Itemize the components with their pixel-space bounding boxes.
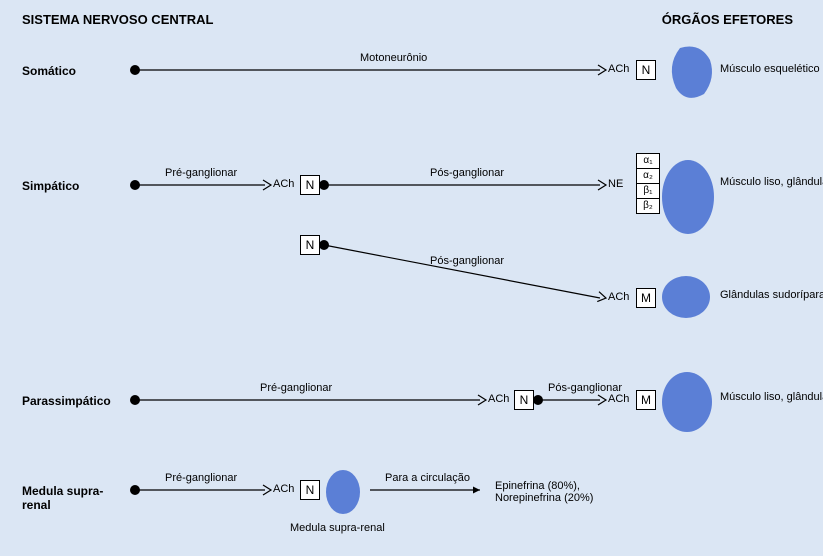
receptor-m-parasymp: M bbox=[636, 390, 656, 410]
receptor-n-parasymp: N bbox=[514, 390, 534, 410]
label-to-circulation: Para a circulação bbox=[385, 472, 470, 484]
effector-skeletal: Músculo esquelético bbox=[720, 62, 823, 76]
receptor-n-somatic: N bbox=[636, 60, 656, 80]
receptor-n-adrenal: N bbox=[300, 480, 320, 500]
effector-smooth-symp: Músculo liso, glândulas bbox=[720, 175, 823, 189]
label-motoneuron: Motoneurônio bbox=[360, 52, 427, 64]
effector-sweat: Glândulas sudoríparas* bbox=[720, 288, 823, 302]
label-adrenal-organ: Medula supra-renal bbox=[290, 522, 385, 534]
label-ne-symp: NE bbox=[608, 178, 623, 190]
label-ach-somatic: ACh bbox=[608, 63, 629, 75]
label-ach-adrenal: ACh bbox=[273, 483, 294, 495]
row-label-somatic: Somático bbox=[22, 64, 76, 78]
header-right: ÓRGÃOS EFETORES bbox=[662, 12, 793, 27]
label-pre-parasymp: Pré-ganglionar bbox=[260, 382, 332, 394]
label-post-symp: Pós-ganglionar bbox=[430, 167, 504, 179]
receptor-m-sweat: M bbox=[636, 288, 656, 308]
effector-smooth-parasymp: Músculo liso, glândulas bbox=[720, 390, 823, 404]
receptor-stack-adrenergic: α₁α₂β₁β₂ bbox=[636, 153, 660, 213]
label-ach-symp-pre: ACh bbox=[273, 178, 294, 190]
row-label-sympathetic: Simpático bbox=[22, 179, 79, 193]
label-epinephrine-release: Epinefrina (80%), Norepinefrina (20%) bbox=[495, 480, 593, 504]
receptor-n-symp-branch: N bbox=[300, 235, 320, 255]
row-label-adrenal: Medula supra-renal bbox=[22, 484, 132, 512]
header-left: SISTEMA NERVOSO CENTRAL bbox=[22, 12, 213, 27]
label-pre-adrenal: Pré-ganglionar bbox=[165, 472, 237, 484]
receptor-n-symp-pre: N bbox=[300, 175, 320, 195]
label-pre-symp: Pré-ganglionar bbox=[165, 167, 237, 179]
row-label-parasymp: Parassimpático bbox=[22, 394, 111, 408]
label-ach-parasymp-post: ACh bbox=[608, 393, 629, 405]
label-ach-parasymp-pre: ACh bbox=[488, 393, 509, 405]
label-post-symp-sweat: Pós-ganglionar bbox=[430, 255, 504, 267]
label-ach-sweat: ACh bbox=[608, 291, 629, 303]
